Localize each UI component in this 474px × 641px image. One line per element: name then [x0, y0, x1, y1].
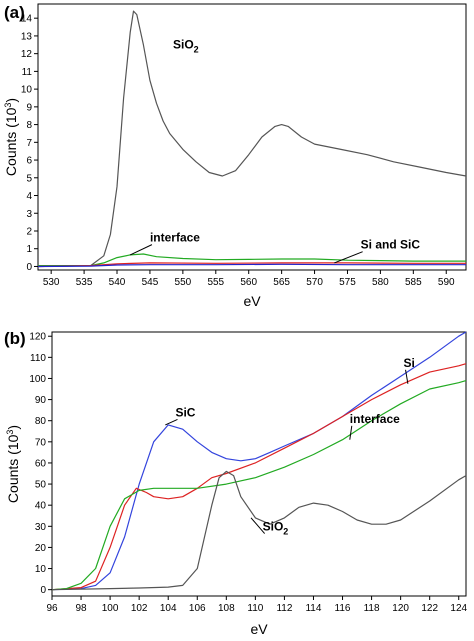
panel-b-series-line [51, 470, 467, 591]
panel-b-annotation-arrow [349, 425, 353, 440]
panel-b-y-tick-label: 110 [30, 353, 46, 364]
panel-b-annotation-label: interface [350, 412, 400, 426]
panel-a-x-tick-label: 530 [43, 277, 60, 288]
panel-a-y-tick-label: 11 [22, 67, 33, 78]
panel-a-annotation-label: interface [150, 231, 200, 245]
panel-b-annotation-arrow [405, 369, 409, 384]
panel-b-y-tick-label: 40 [35, 501, 47, 512]
panel-b-series-line [51, 331, 467, 591]
panel-b-y-axis-title-tail: ) [5, 425, 21, 430]
panel-b-y-axis-title: Counts (103) [5, 425, 21, 503]
panel-a-y-tick-label: 7 [26, 138, 32, 149]
panel-b-annotation-label: SiO2 [263, 520, 289, 537]
panel-a-series-line [38, 253, 466, 267]
panel-b-x-tick-label: 124 [450, 603, 467, 614]
panel-a-y-tick-label: 5 [26, 173, 32, 184]
panel-a-y-tick-label: 10 [21, 85, 33, 96]
panel-b-x-tick-label: 112 [276, 603, 292, 614]
panel-a-x-tick-label: 540 [109, 277, 126, 288]
panel-a-tag: (a) [4, 3, 25, 22]
panel-a-series-line [37, 10, 467, 268]
panel-b-y-tick-label: 60 [35, 458, 47, 469]
panel-a-x-tick-label: 585 [405, 277, 422, 288]
panel-b-x-tick-label: 108 [218, 603, 235, 614]
panel-a-y-tick-label: 14 [21, 14, 33, 25]
panel-a-y-axis-title-main: Counts (10 [3, 107, 19, 176]
panel-b-y-tick-label: 80 [35, 416, 47, 427]
panel-a-plot-frame [37, 3, 467, 271]
panel-a-y-tick-label: 6 [26, 156, 32, 167]
panel-b-x-tick-label: 114 [305, 603, 321, 614]
panel-b-annotation-label: Si [404, 356, 415, 370]
panel-b-y-axis-title-sup: 3 [5, 430, 15, 435]
panel-a-y-tick-label: 4 [26, 191, 32, 202]
panel-a-y-tick-label: 13 [21, 31, 33, 42]
panel-a-x-tick-label: 555 [207, 277, 224, 288]
panel-b-y-axis-title-main: Counts (10 [5, 434, 21, 503]
panel-b-y-tick-label: 100 [29, 374, 46, 385]
panel-b-x-tick-label: 96 [46, 603, 58, 614]
panel-b-plot-frame [51, 331, 467, 597]
panel-b-tag: (b) [4, 329, 26, 348]
panel-a-y-tick-label: 3 [26, 209, 32, 220]
panel-b-annotation-subscript: 2 [283, 527, 288, 537]
panel-b-y-tick-label: 10 [35, 564, 47, 575]
panel-b-x-tick-label: 100 [102, 603, 119, 614]
panel-a-y-axis-title: Counts (103) [3, 98, 19, 176]
panel-a-annotation-label: SiO2 [173, 37, 199, 54]
panel-a-x-tick-label: 535 [76, 277, 93, 288]
panel-b-x-tick-label: 110 [247, 603, 263, 614]
panel-a-y-axis-title-tail: ) [3, 98, 19, 103]
panel-a-x-tick-label: 590 [438, 277, 455, 288]
panel-b-x-tick-label: 116 [335, 603, 351, 614]
panel-b-x-tick-label: 118 [364, 603, 380, 614]
panel-b-series-line [51, 380, 467, 591]
panel-a-annotation-arrow [129, 244, 153, 256]
panel-b: 96 98 100 102 104 106 108 110 112 114 116 118 120 122… [4, 329, 468, 637]
panel-b-y-tick-label: 120 [29, 332, 46, 343]
panel-b-x-tick-label: 104 [160, 603, 177, 614]
panel-a-x-tick-label: 575 [339, 277, 356, 288]
panel-b-y-tick-label: 30 [35, 522, 47, 533]
panel-a-x-axis-title: eV [243, 293, 261, 309]
panel-a-x-tick-label: 565 [273, 277, 290, 288]
panel-b-y-tick-label: 50 [35, 480, 47, 491]
panel-a-y-axis-title-sup: 3 [3, 103, 13, 108]
panel-a-y-tick-label: 1 [26, 244, 32, 255]
panel-b-x-tick-label: 102 [131, 603, 148, 614]
panel-a-y-tick-label: 2 [26, 226, 32, 237]
panel-b-annotation-label: SiC [175, 405, 195, 419]
panel-a-x-tick-label: 570 [306, 277, 323, 288]
panel-b-x-tick-label: 106 [189, 603, 206, 614]
panel-a-x-tick-label: 550 [175, 277, 192, 288]
panel-a-series-line [37, 262, 466, 268]
panel-a-annotation-label: Si and SiC [361, 238, 421, 252]
panel-a-x-tick-label: 560 [240, 277, 257, 288]
panel-b-x-tick-label: 120 [392, 603, 409, 614]
panel-b-y-tick-label: 70 [35, 437, 47, 448]
panel-b-x-tick-label: 98 [75, 603, 87, 614]
panel-a-series-line [37, 263, 466, 268]
panel-a-annotation-arrow [334, 251, 363, 264]
panel-a: 530 535 540 545 550 555 560 565 570 575 580 585 590 0… [3, 3, 467, 309]
panel-b-x-tick-label: 122 [421, 603, 438, 614]
panel-a-y-tick-label: 9 [26, 102, 32, 113]
panel-a-annotation-subscript: 2 [194, 44, 199, 54]
panel-b-y-tick-label: 0 [40, 585, 46, 596]
panel-b-y-tick-label: 20 [35, 543, 47, 554]
panel-a-y-tick-label: 8 [26, 120, 32, 131]
panel-b-x-axis-title: eV [250, 621, 268, 637]
panel-a-x-tick-label: 580 [372, 277, 389, 288]
panel-a-y-tick-label: 0 [26, 262, 32, 273]
panel-b-annotation-arrow [165, 419, 178, 426]
panel-a-x-tick-label: 545 [142, 277, 159, 288]
panel-a-y-tick-label: 12 [21, 49, 33, 60]
panel-b-y-tick-label: 90 [35, 395, 47, 406]
panel-b-annotation-arrow [250, 517, 266, 534]
panel-b-series-line [51, 363, 467, 591]
